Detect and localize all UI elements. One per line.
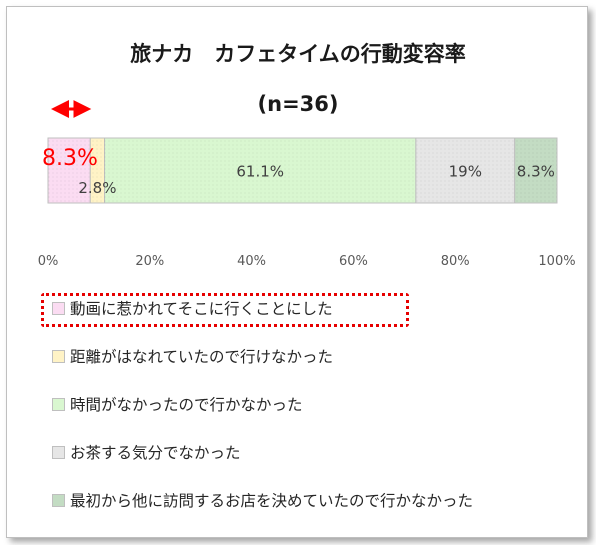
legend-label: 距離がはなれていたので行けなかった: [70, 348, 334, 366]
data-label: 8.3%: [42, 146, 98, 171]
legend-swatch: [52, 398, 65, 411]
legend-label: お茶する気分でなかった: [70, 444, 241, 462]
data-label: 2.8%: [78, 179, 116, 197]
x-tick-label: 0%: [38, 254, 59, 269]
data-label: 8.3%: [517, 163, 555, 181]
data-label: 61.1%: [236, 163, 284, 181]
bar-segment-texture: [514, 138, 557, 203]
data-label: 19%: [449, 163, 482, 181]
bar-segment-texture: [90, 138, 105, 203]
legend-label: 時間がなかったので行かなかった: [70, 396, 303, 414]
bar-segment-texture: [415, 138, 515, 203]
x-tick-label: 100%: [538, 254, 575, 269]
x-tick-label: 40%: [237, 254, 266, 269]
legend-swatch: [52, 350, 65, 363]
bar-segment-texture: [48, 138, 91, 203]
legend-highlight-box: [41, 293, 409, 327]
chart-title: 旅ナカ カフェタイムの行動変容率: [130, 42, 466, 66]
chart-frame: [6, 6, 588, 538]
legend-label: 動画に惹かれてそこに行くことにした: [70, 300, 333, 318]
legend-swatch: [52, 446, 65, 459]
bar-segment-texture: [104, 138, 416, 203]
legend-label: 最初から他に訪問するお店を決めていたので行かなかった: [70, 492, 474, 510]
x-tick-label: 80%: [441, 254, 470, 269]
x-tick-label: 60%: [339, 254, 368, 269]
legend-swatch: [52, 302, 65, 315]
legend-swatch: [52, 494, 65, 507]
stacked-bar-chart: 8.3% 2.8% 61.1% 19% 8.3% 0% 20% 40% 60% 80% 100%: [38, 100, 576, 269]
x-tick-label: 20%: [135, 254, 164, 269]
chart-subtitle: (n=36): [257, 92, 339, 116]
